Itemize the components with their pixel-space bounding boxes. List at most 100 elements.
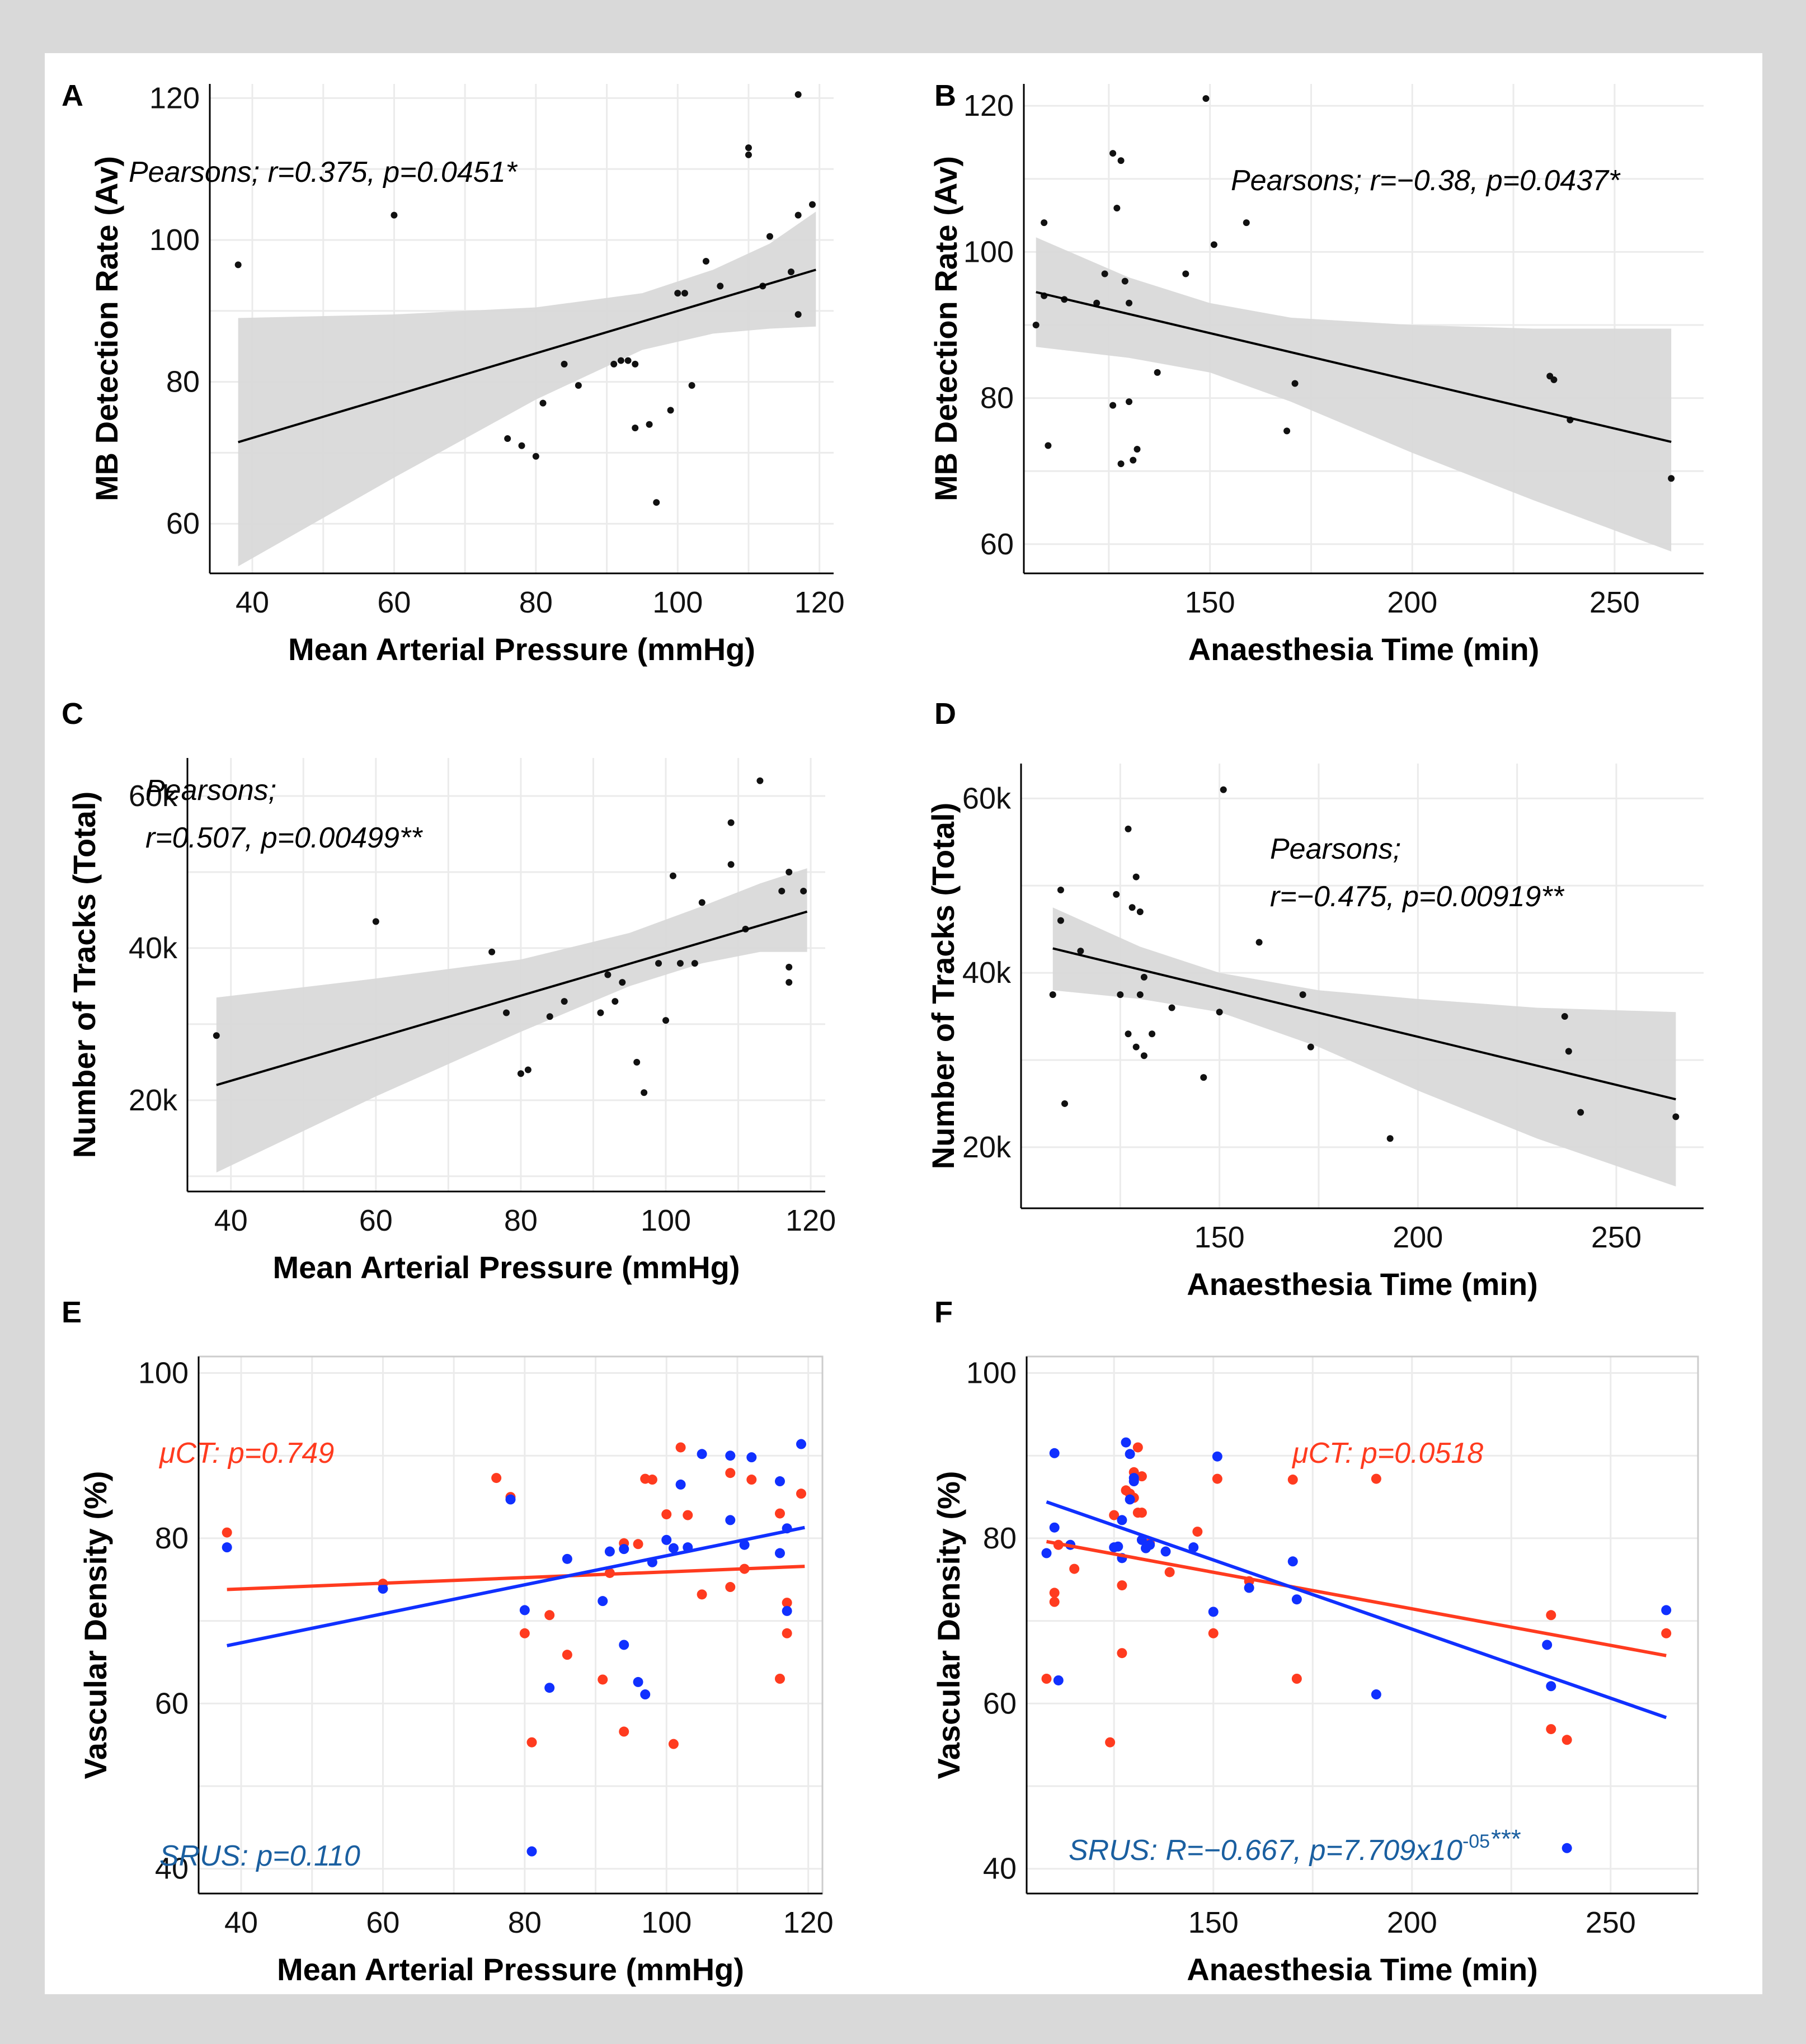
data-point-point xyxy=(800,887,807,894)
data-point-point xyxy=(655,960,662,967)
data-point-srus xyxy=(222,1542,232,1553)
data-point-point xyxy=(1117,157,1125,164)
x-tick-label: 100 xyxy=(652,586,703,619)
data-point-uct xyxy=(647,1475,657,1485)
x-tick-label: 150 xyxy=(1185,586,1235,619)
data-point-srus xyxy=(619,1640,629,1650)
panel-e: E 40 60 80 100 120 40 60 80 100 Mean Arterial Pre… xyxy=(45,1284,906,1994)
x-axis-label: Mean Arterial Pressure (mmHg) xyxy=(272,1250,740,1285)
scatter-plot-a: 40 60 80 100 120 60 80 100 120 Mean Arterial Pres… xyxy=(89,81,845,667)
data-point-uct xyxy=(697,1589,707,1600)
data-point-point xyxy=(794,211,802,219)
regression-line-srus xyxy=(227,1525,805,1647)
regression-line xyxy=(238,269,816,444)
data-point-point xyxy=(619,979,626,986)
data-point-srus xyxy=(1208,1607,1219,1617)
data-point-point xyxy=(1299,991,1306,999)
data-point-srus xyxy=(661,1534,672,1545)
stat-annotation: SRUS: p=0.110 xyxy=(159,1840,360,1872)
data-point-point xyxy=(372,918,379,925)
x-tick-label: 250 xyxy=(1589,586,1640,619)
y-tick-label: 60 xyxy=(980,528,1014,561)
x-tick-label: 60 xyxy=(359,1204,393,1237)
data-point-uct xyxy=(782,1628,792,1638)
data-point-srus xyxy=(1542,1640,1553,1650)
data-point-srus xyxy=(697,1449,707,1459)
x-tick-label: 120 xyxy=(794,586,845,619)
data-point-point xyxy=(681,290,688,297)
data-point-point xyxy=(786,963,793,971)
data-point-point xyxy=(1134,445,1141,453)
data-point-point xyxy=(532,453,539,460)
data-point-point xyxy=(1061,1100,1069,1107)
data-point-point xyxy=(641,1089,648,1096)
data-point-point xyxy=(756,777,764,784)
data-point-point xyxy=(612,998,619,1005)
data-point-uct xyxy=(1546,1610,1556,1621)
panel-a: A 40 60 80 100 120 60 80 100 120 Mean Arterial Pr… xyxy=(45,53,906,685)
data-point-point xyxy=(1121,277,1128,285)
data-point-srus xyxy=(1145,1539,1155,1550)
data-point-point xyxy=(1045,442,1052,449)
data-point-point xyxy=(727,819,735,826)
regression-line xyxy=(1036,291,1672,443)
data-point-point xyxy=(1577,1109,1584,1116)
data-point-point xyxy=(1216,1009,1223,1016)
x-axis-label: Anaesthesia Time (min) xyxy=(1188,632,1540,667)
data-point-point xyxy=(575,382,582,389)
data-point-point xyxy=(1132,873,1140,880)
data-point-srus xyxy=(633,1676,643,1687)
data-point-point xyxy=(632,360,639,368)
data-point-point xyxy=(669,872,676,879)
data-point-srus xyxy=(782,1605,792,1616)
regression-line xyxy=(1052,947,1676,1101)
scatter-plot-b: 150 200 250 60 80 100 120 Anaesthesia Time (min… xyxy=(928,84,1704,667)
data-point-point xyxy=(1255,939,1263,946)
panel-c: C 40 60 80 100 120 20k 40k 60k Mean Arterial Pre… xyxy=(45,685,906,1329)
y-tick-label: 40 xyxy=(983,1852,1017,1886)
data-point-uct xyxy=(1117,1648,1127,1659)
data-point-point xyxy=(1093,299,1100,307)
data-point-point xyxy=(1125,1030,1132,1038)
data-point-point xyxy=(1126,398,1133,406)
data-point-srus xyxy=(725,1515,736,1525)
data-point-uct xyxy=(774,1674,785,1684)
panel-label-b: B xyxy=(934,79,956,112)
data-point-srus xyxy=(1128,1473,1139,1483)
x-tick-label: 200 xyxy=(1387,586,1437,619)
stat-annotation: Pearsons; r=0.375, p=0.0451* xyxy=(129,156,518,189)
data-point-uct xyxy=(725,1468,736,1478)
data-point-point xyxy=(1291,380,1299,387)
panel-label-d: D xyxy=(934,697,956,731)
data-point-uct xyxy=(1371,1473,1381,1484)
data-point-point xyxy=(1132,1043,1140,1051)
data-point-uct xyxy=(1117,1580,1127,1591)
data-point-point xyxy=(1200,1074,1207,1081)
panel-d: D 150 200 250 20k 40k 60k Anaesthesia Time (mi… xyxy=(918,685,1762,1329)
data-point-point xyxy=(1136,991,1144,999)
figure-sheet: A 40 60 80 100 120 60 80 100 120 Mean Arterial Pr… xyxy=(45,53,1762,1994)
data-point-point xyxy=(688,382,695,389)
data-point-uct xyxy=(519,1628,530,1638)
data-point-point xyxy=(662,1017,669,1024)
x-tick-label: 250 xyxy=(1591,1221,1642,1254)
data-point-point xyxy=(1672,1113,1680,1120)
data-point-srus xyxy=(640,1689,651,1700)
stat-annotation: SRUS: R=−0.667, p=7.709x10-05*** xyxy=(1069,1824,1521,1867)
y-axis-label: Vascular Density (%) xyxy=(931,1471,966,1779)
data-point-point xyxy=(727,861,735,868)
scatter-plot-d: 150 200 250 20k 40k 60k Anaesthesia Time (min)… xyxy=(925,764,1704,1302)
panel-label-f: F xyxy=(934,1296,953,1329)
data-point-point xyxy=(610,360,618,368)
data-point-uct xyxy=(1208,1628,1219,1638)
x-tick-label: 40 xyxy=(214,1204,248,1237)
data-point-srus xyxy=(526,1846,537,1857)
data-point-point xyxy=(676,960,684,967)
data-point-point xyxy=(1283,427,1291,435)
data-point-srus xyxy=(1661,1605,1672,1616)
x-axis-label: Anaesthesia Time (min) xyxy=(1187,1266,1538,1302)
data-point-uct xyxy=(1136,1508,1147,1518)
data-point-srus xyxy=(1371,1689,1381,1700)
x-tick-label: 150 xyxy=(1194,1221,1245,1254)
data-point-srus xyxy=(1049,1448,1060,1458)
